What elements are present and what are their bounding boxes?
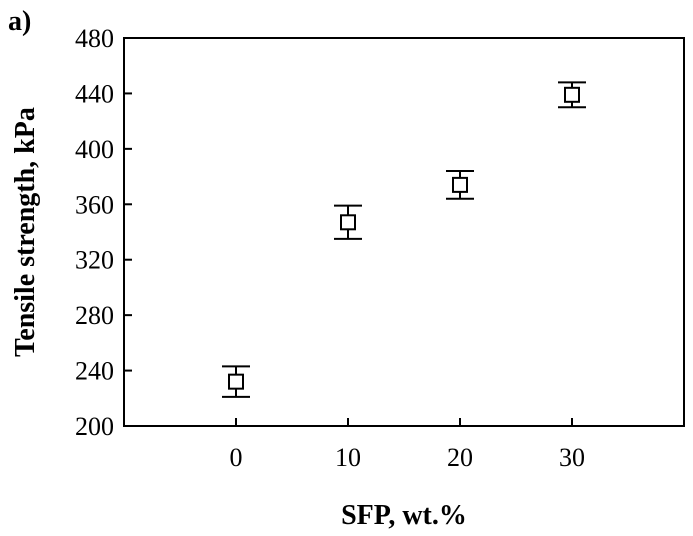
point-marker [452,176,468,193]
plot-area [123,37,685,427]
x-tick-label: 0 [230,443,243,472]
x-axis-title: SFP, wt.% [341,500,467,531]
plot-frame [123,37,685,427]
x-tick-label: 10 [335,443,361,472]
data-point [446,170,474,200]
y-tick-label: 360 [75,190,114,219]
data-series [222,81,586,398]
point-marker [228,373,244,390]
y-tick-label: 400 [75,135,114,164]
panel-label: a) [8,6,31,37]
x-axis: 0 10 20 30 [230,418,585,472]
data-point [558,81,586,109]
y-axis-title: Tensile strength, kPa [10,107,41,357]
y-tick-label: 440 [75,79,114,108]
x-tick-label: 20 [447,443,473,472]
y-tick-label: 480 [75,24,114,53]
y-tick-label: 320 [75,246,114,275]
point-marker [340,214,356,231]
y-tick-label: 240 [75,357,114,386]
x-tick-label: 30 [559,443,585,472]
data-point [222,365,250,398]
y-tick-label: 200 [75,412,114,441]
y-tick-label: 280 [75,301,114,330]
point-marker [564,86,580,103]
data-point [334,204,362,240]
y-axis: 200 240 280 320 360 400 440 480 [75,24,132,441]
